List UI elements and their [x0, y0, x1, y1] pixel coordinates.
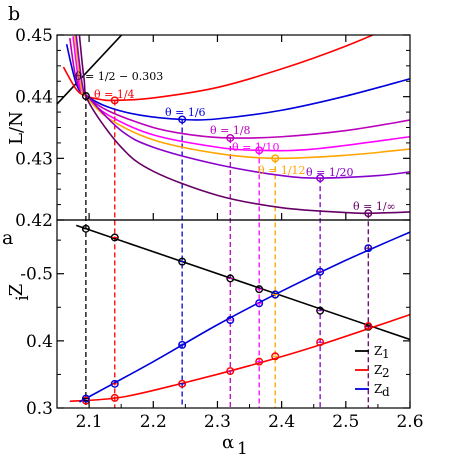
- point-z2-1: [110, 393, 119, 402]
- point-z1-3: [226, 274, 235, 283]
- curve-1-4: [62, 35, 375, 102]
- min-marker-1-8: [226, 133, 235, 142]
- legend-label-z1: Z: [374, 344, 382, 358]
- curve-1: [78, 35, 410, 215]
- point-z2-5: [271, 352, 280, 361]
- point-z1-4: [255, 285, 264, 294]
- point-zd-3: [226, 316, 235, 325]
- curve-label-1-8: θ = 1/8: [210, 124, 251, 137]
- min-marker-1: [364, 209, 373, 218]
- bottom-xtick-label-2.4: 2.4: [268, 412, 295, 432]
- point-z1-1: [110, 233, 119, 242]
- curve-1-2-0-303: [57, 35, 123, 105]
- min-marker-1-20: [316, 174, 325, 183]
- point-z2-4: [255, 357, 264, 366]
- curve-1-10: [72, 36, 410, 152]
- point-z2-2: [178, 379, 187, 388]
- legend-label-zd: Z: [374, 382, 382, 396]
- bottom-frame: [56, 219, 411, 409]
- top-ytick-label-0.45: 0.45: [15, 26, 53, 46]
- top-ytick-label-0.43: 0.43: [15, 149, 53, 169]
- curve-label-1-6: θ = 1/6: [165, 106, 206, 119]
- legend-sub-zd: d: [382, 385, 390, 399]
- legend-sub-z1: 1: [382, 347, 390, 361]
- min-marker-1-10: [255, 146, 264, 155]
- top-ytick-label-0.44: 0.44: [15, 88, 53, 108]
- curve-1-12: [74, 35, 410, 160]
- top-ytick-label-0.42: 0.42: [15, 211, 53, 231]
- curve-label-1: θ = 1/∞: [353, 200, 396, 213]
- point-zd-6: [316, 267, 325, 276]
- curve-label-1-12: θ = 1/12: [258, 164, 306, 177]
- curve-label-1-2-0-303: θ = 1/2 − 0.303: [75, 70, 163, 83]
- panel-b-label: b: [8, 3, 20, 25]
- top-ylabel: L/N: [6, 111, 27, 145]
- curve-label-1-10: θ = 1/10: [232, 141, 280, 154]
- legend-sub-z2: 2: [382, 366, 390, 380]
- point-z2-6: [316, 338, 325, 347]
- panel-a-label: a: [2, 227, 13, 249]
- bottom-xtick-label-2.2: 2.2: [140, 412, 167, 432]
- intersection-marker: [81, 92, 90, 101]
- bottom-xtick-label-2.1: 2.1: [76, 412, 103, 432]
- bottom-ytick-label-0.4: 0.4: [26, 332, 53, 352]
- min-marker-1-12: [271, 154, 280, 163]
- bottom-xtick-label-2.3: 2.3: [204, 412, 231, 432]
- point-z2-3: [226, 367, 235, 376]
- axes: θ = 1/2 − 0.303 θ = 1/4 θ = 1/6 θ = 1/8 θ = …: [6, 26, 424, 459]
- bottom-xtick-label-2.5: 2.5: [332, 412, 359, 432]
- point-zd-2: [178, 340, 187, 349]
- bottom-ylabel-sub: i: [13, 295, 33, 301]
- bottom-xtick-label-2.6: 2.6: [396, 412, 423, 432]
- point-zd-0: [81, 394, 90, 403]
- bottom-xlabel: α: [222, 432, 234, 453]
- point-zd-5: [271, 290, 280, 299]
- curve-label-1-4: θ = 1/4: [94, 88, 135, 101]
- point-zd-4: [255, 299, 264, 308]
- bottom-ylabel: Z: [6, 284, 27, 297]
- bottom-xlabel-sub: 1: [237, 439, 248, 459]
- point-z1-2: [178, 257, 187, 266]
- bottom-panel: [69, 224, 410, 405]
- point-z1-0: [81, 224, 90, 233]
- point-zd-1: [110, 379, 119, 388]
- bottom-ytick-label--0.5: -0.5: [20, 265, 53, 285]
- legend: Z 1Z 2Z d: [355, 344, 390, 399]
- legend-label-z2: Z: [374, 363, 382, 377]
- point-zd-7: [364, 244, 373, 253]
- point-z1-6: [316, 306, 325, 315]
- fit-line-2: [79, 231, 410, 403]
- curve-label-1-20: θ = 1/20: [306, 166, 354, 179]
- top-panel: [57, 35, 410, 218]
- min-marker-1-6: [178, 115, 187, 124]
- min-marker-1-4: [110, 96, 119, 105]
- bottom-ytick-label-0.3: 0.3: [26, 399, 53, 419]
- fit-line-0: [75, 224, 410, 341]
- point-z2-7: [364, 322, 373, 331]
